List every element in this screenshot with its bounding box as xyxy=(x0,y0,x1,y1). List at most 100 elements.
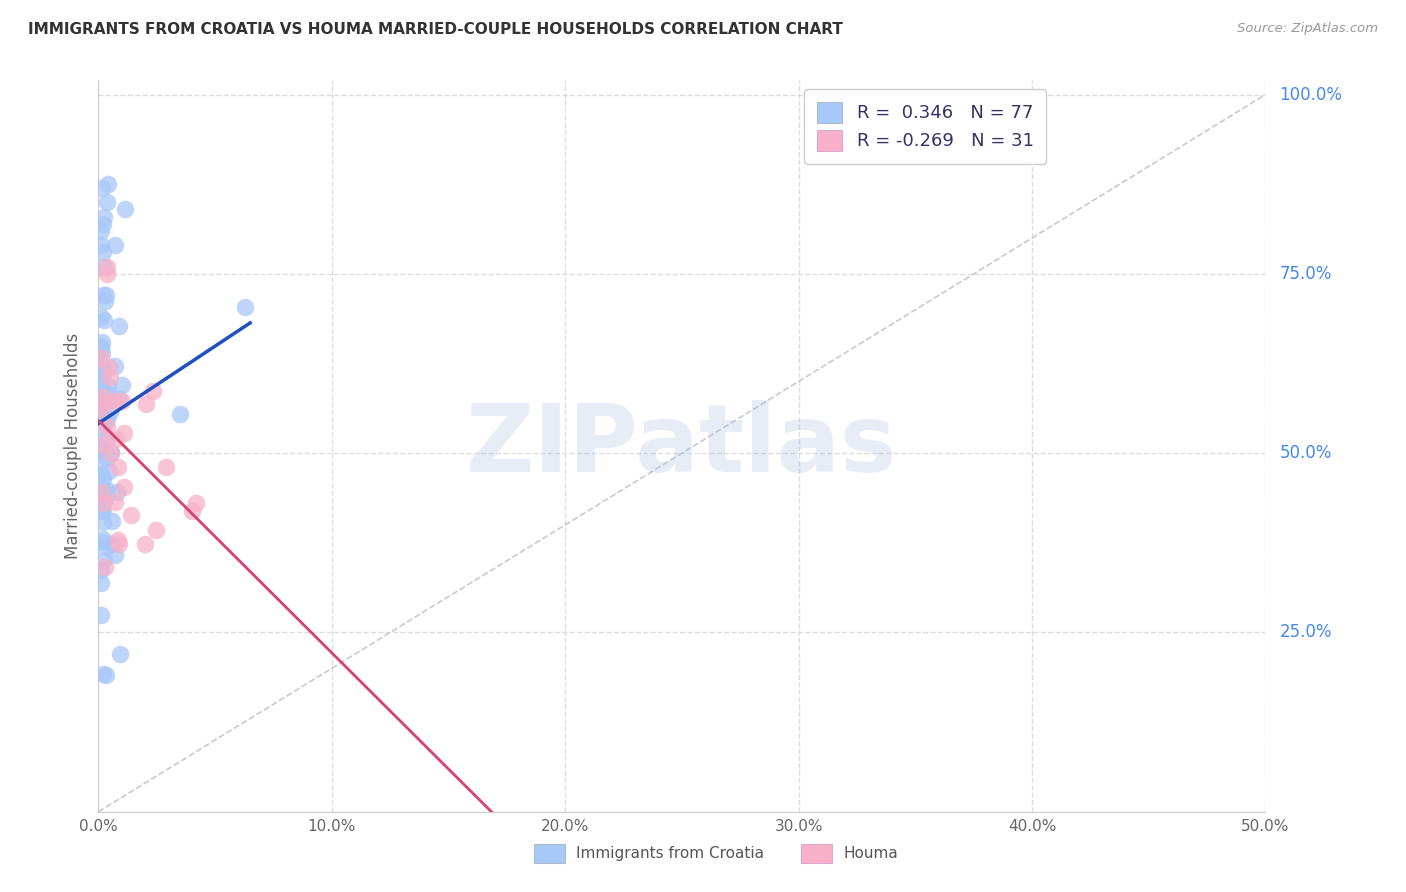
Point xyxy=(91,287,114,301)
Point xyxy=(90,467,112,482)
Point xyxy=(90,503,112,517)
Point xyxy=(155,459,177,474)
Point xyxy=(107,533,129,548)
Point xyxy=(90,440,112,454)
Point xyxy=(91,453,114,467)
Point xyxy=(90,485,112,500)
Point xyxy=(142,384,165,399)
Legend: R =  0.346   N = 77, R = -0.269   N = 31: R = 0.346 N = 77, R = -0.269 N = 31 xyxy=(804,89,1046,163)
Point xyxy=(120,508,142,522)
Point xyxy=(90,409,112,423)
Point xyxy=(90,481,112,495)
Point xyxy=(94,490,117,504)
Point xyxy=(135,397,157,411)
Y-axis label: Married-couple Households: Married-couple Households xyxy=(65,333,83,559)
Point xyxy=(96,288,118,302)
Point xyxy=(100,446,122,460)
Point xyxy=(105,484,128,499)
Point xyxy=(96,195,118,210)
Point xyxy=(96,267,118,281)
Point xyxy=(96,412,118,426)
Point xyxy=(91,181,114,195)
Point xyxy=(114,202,136,217)
Point xyxy=(94,416,117,430)
Point xyxy=(97,378,120,392)
Point xyxy=(97,177,120,191)
Point xyxy=(90,489,112,503)
Point xyxy=(90,607,112,622)
Point xyxy=(91,390,114,404)
Point xyxy=(108,392,131,406)
Point xyxy=(96,668,118,682)
Point xyxy=(93,312,115,326)
Point xyxy=(134,536,156,550)
Point xyxy=(90,492,112,507)
Point xyxy=(93,260,115,275)
Point xyxy=(91,504,114,518)
Point xyxy=(96,540,118,554)
Point xyxy=(90,224,112,238)
Point xyxy=(107,318,129,333)
Text: 75.0%: 75.0% xyxy=(1279,265,1331,283)
Text: 100.0%: 100.0% xyxy=(1279,86,1343,103)
Point xyxy=(90,378,112,392)
Point xyxy=(90,238,112,252)
Text: Houma: Houma xyxy=(844,847,898,861)
Point xyxy=(111,378,134,392)
Text: IMMIGRANTS FROM CROATIA VS HOUMA MARRIED-COUPLE HOUSEHOLDS CORRELATION CHART: IMMIGRANTS FROM CROATIA VS HOUMA MARRIED… xyxy=(28,22,844,37)
Point xyxy=(91,406,114,420)
Point xyxy=(90,576,112,591)
Point xyxy=(97,359,120,374)
Point xyxy=(90,341,112,355)
Point xyxy=(100,537,122,551)
Point xyxy=(108,647,131,661)
Point xyxy=(97,464,120,478)
Point xyxy=(93,553,115,567)
Point xyxy=(180,503,202,517)
Point xyxy=(93,365,115,379)
Point xyxy=(112,425,135,440)
Point xyxy=(91,535,114,549)
Point xyxy=(90,335,112,350)
Point xyxy=(93,437,115,451)
Point xyxy=(91,467,114,482)
Point xyxy=(100,514,122,528)
Point xyxy=(108,537,131,551)
Text: 50.0%: 50.0% xyxy=(1279,444,1331,462)
Point xyxy=(91,667,114,681)
Point xyxy=(91,532,114,546)
Point xyxy=(169,408,191,422)
Point xyxy=(96,450,118,465)
Point xyxy=(114,480,136,494)
Point xyxy=(235,300,257,314)
Point xyxy=(98,369,121,384)
Point xyxy=(90,374,112,388)
Point xyxy=(96,483,118,498)
Text: Source: ZipAtlas.com: Source: ZipAtlas.com xyxy=(1237,22,1378,36)
Point xyxy=(90,345,112,359)
Point xyxy=(90,310,112,325)
Point xyxy=(111,394,134,409)
Point xyxy=(94,559,117,574)
Point xyxy=(97,387,120,401)
Point xyxy=(93,487,115,501)
Point xyxy=(90,402,112,417)
Point xyxy=(90,419,112,434)
Text: 25.0%: 25.0% xyxy=(1279,624,1331,641)
Point xyxy=(104,238,127,252)
Point xyxy=(94,433,117,447)
Point xyxy=(93,210,115,224)
Point xyxy=(104,359,127,374)
Point xyxy=(90,499,112,513)
Point xyxy=(91,217,114,231)
Point xyxy=(104,548,127,562)
Point xyxy=(96,260,118,274)
Point xyxy=(98,405,121,419)
Point xyxy=(90,351,112,365)
Point xyxy=(91,397,114,411)
Point xyxy=(93,294,115,309)
Text: ZIPatlas: ZIPatlas xyxy=(467,400,897,492)
Point xyxy=(107,459,129,474)
Point xyxy=(91,472,114,486)
Point xyxy=(90,503,112,517)
